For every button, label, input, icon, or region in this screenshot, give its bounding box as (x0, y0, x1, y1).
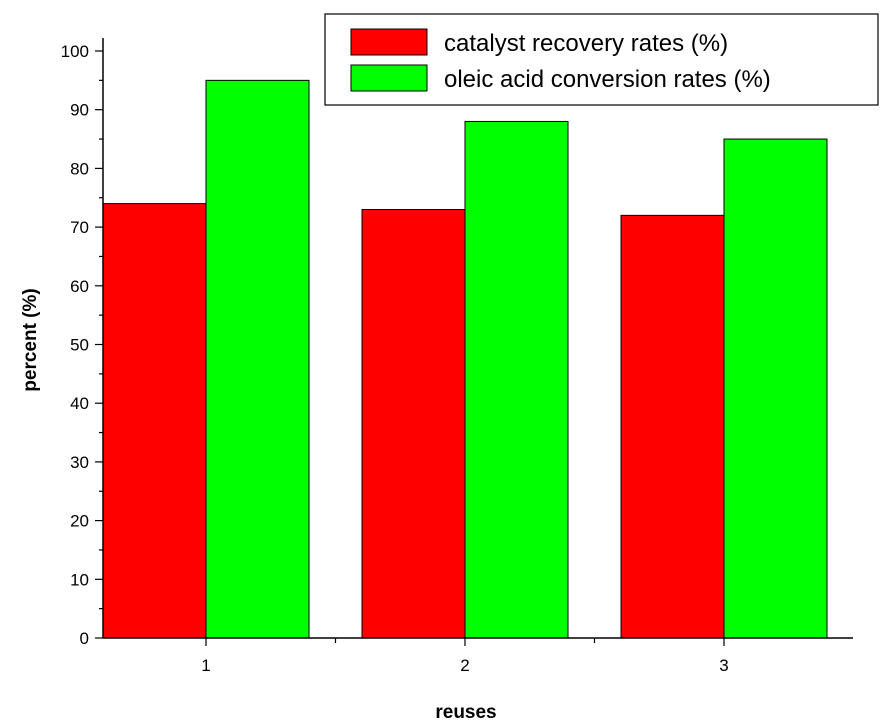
x-ticks: 1 2 3 (201, 638, 729, 675)
bar-catalyst-recovery-reuse-2 (361, 208, 466, 639)
bar-catalyst-recovery-reuse-1 (102, 203, 207, 639)
legend-label-oleic-acid-conversion: oleic acid conversion rates (%) (444, 66, 771, 93)
x-axis-title: reuses (435, 702, 496, 721)
bar-oleic-acid-conversion-reuse-1 (205, 79, 310, 639)
x-tick-label: 3 (719, 656, 728, 675)
legend-swatch-catalyst-recovery (350, 28, 428, 56)
axes-layer (102, 38, 853, 639)
y-tick-label: 60 (70, 277, 89, 296)
bars-layer (102, 79, 828, 639)
x-tick-label: 1 (201, 656, 210, 675)
y-tick-label: 20 (70, 512, 89, 531)
legend: catalyst recovery rates (%) oleic acid c… (324, 13, 879, 106)
bar-catalyst-recovery-reuse-3 (620, 214, 725, 639)
y-tick-label: 50 (70, 336, 89, 355)
y-tick-label: 80 (70, 159, 89, 178)
y-tick-label: 90 (70, 101, 89, 120)
y-tick-label: 40 (70, 394, 89, 413)
x-tick-label: 2 (460, 656, 469, 675)
y-tick-label: 100 (61, 42, 89, 61)
y-tick-label: 70 (70, 218, 89, 237)
legend-swatch-oleic-acid-conversion (350, 64, 428, 92)
y-tick-label: 30 (70, 453, 89, 472)
legend-label-catalyst-recovery: catalyst recovery rates (%) (444, 30, 728, 57)
bar-oleic-acid-conversion-reuse-2 (464, 120, 569, 639)
bar-oleic-acid-conversion-reuse-3 (723, 138, 828, 639)
y-tick-label: 0 (80, 629, 89, 648)
y-tick-label: 10 (70, 570, 89, 589)
y-axis-title: percent (%) (20, 288, 41, 391)
y-ticks: 0 10 20 30 40 50 60 70 80 90 100 (61, 42, 103, 648)
